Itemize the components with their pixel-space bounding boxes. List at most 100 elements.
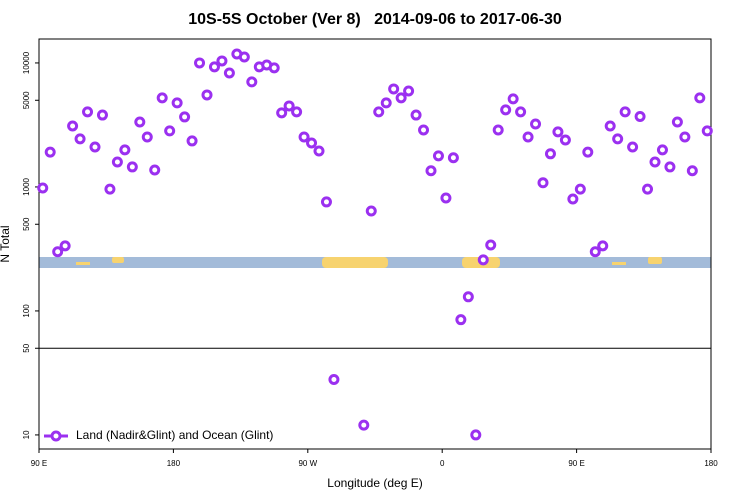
plot-frame: [38, 38, 712, 450]
land: [322, 257, 388, 268]
data-point: [104, 183, 116, 195]
data-point: [186, 135, 198, 147]
data-point: [141, 131, 153, 143]
data-point: [642, 183, 654, 195]
y-tick-label: 500: [22, 217, 31, 231]
data-point: [156, 92, 168, 104]
data-point: [462, 291, 474, 303]
chart-title: 10S-5S October (Ver 8) 2014-09-06 to 201…: [188, 11, 562, 28]
data-point: [74, 133, 86, 145]
data-point: [485, 239, 497, 251]
data-point: [440, 192, 452, 204]
data-point: [44, 146, 56, 158]
data-point: [171, 97, 183, 109]
land: [112, 257, 124, 263]
data-point: [649, 156, 661, 168]
legend-marker: [50, 430, 62, 442]
data-point: [470, 429, 482, 441]
data-point: [455, 314, 467, 326]
land: [648, 257, 662, 264]
data-point: [298, 131, 310, 143]
map-strip: [39, 257, 711, 268]
data-point: [194, 57, 206, 69]
data-point: [238, 51, 250, 63]
data-point: [291, 106, 303, 118]
x-tick-label: 90 E: [568, 459, 584, 468]
data-point: [201, 89, 213, 101]
data-point: [283, 100, 295, 112]
x-tick-label: 180: [167, 459, 181, 468]
data-point: [82, 106, 94, 118]
data-point: [37, 182, 49, 194]
data-point: [492, 124, 504, 136]
data-point: [432, 150, 444, 162]
y-tick-label: 10000: [22, 51, 31, 74]
data-point: [418, 124, 430, 136]
data-point: [500, 104, 512, 116]
data-point: [134, 116, 146, 128]
data-point: [306, 137, 318, 149]
data-point: [126, 161, 138, 173]
data-point: [179, 111, 191, 123]
y-axis-label: N Total: [0, 225, 12, 262]
data-point: [582, 146, 594, 158]
data-point: [149, 164, 161, 176]
data-point: [537, 177, 549, 189]
data-point: [52, 246, 64, 258]
data-point: [477, 254, 489, 266]
data-point: [671, 116, 683, 128]
land: [612, 262, 626, 265]
data-point: [559, 134, 571, 146]
data-point: [604, 120, 616, 132]
data-point: [223, 67, 235, 79]
data-point: [365, 205, 377, 217]
data-point: [320, 196, 332, 208]
data-point: [507, 93, 519, 105]
data-point: [425, 165, 437, 177]
data-point: [597, 240, 609, 252]
data-point: [627, 141, 639, 153]
x-tick-label: 0: [440, 459, 445, 468]
data-point: [403, 85, 415, 97]
data-point: [328, 373, 340, 385]
data-point: [268, 62, 280, 74]
y-tick-label: 5000: [22, 91, 31, 109]
y-tick-label: 1000: [22, 177, 31, 195]
data-point: [634, 110, 646, 122]
x-tick-label: 180: [704, 459, 718, 468]
data-point: [694, 92, 706, 104]
data-point: [589, 246, 601, 258]
data-point: [574, 183, 586, 195]
data-point: [388, 83, 400, 95]
x-axis-label: Longitude (deg E): [327, 476, 422, 490]
data-point: [111, 156, 123, 168]
data-point: [686, 165, 698, 177]
data-point: [701, 125, 713, 137]
data-point: [373, 106, 385, 118]
y-tick-label: 50: [22, 343, 31, 352]
data-point: [313, 145, 325, 157]
data-point: [656, 144, 668, 156]
x-tick-label: 90 E: [31, 459, 47, 468]
data-point: [380, 97, 392, 109]
data-point: [96, 109, 108, 121]
data-point: [619, 106, 631, 118]
data-point: [246, 76, 258, 88]
data-point: [276, 107, 288, 119]
data-point: [59, 240, 71, 252]
data-point: [530, 118, 542, 130]
data-point: [664, 161, 676, 173]
data-point: [612, 133, 624, 145]
land: [76, 262, 90, 265]
data-point: [395, 92, 407, 104]
legend-label: Land (Nadir&Glint) and Ocean (Glint): [76, 428, 273, 442]
data-point: [208, 61, 220, 73]
data-point: [119, 144, 131, 156]
data-point: [522, 131, 534, 143]
data-point: [216, 55, 228, 67]
data-point: [89, 141, 101, 153]
data-point: [164, 125, 176, 137]
data-point: [447, 152, 459, 164]
